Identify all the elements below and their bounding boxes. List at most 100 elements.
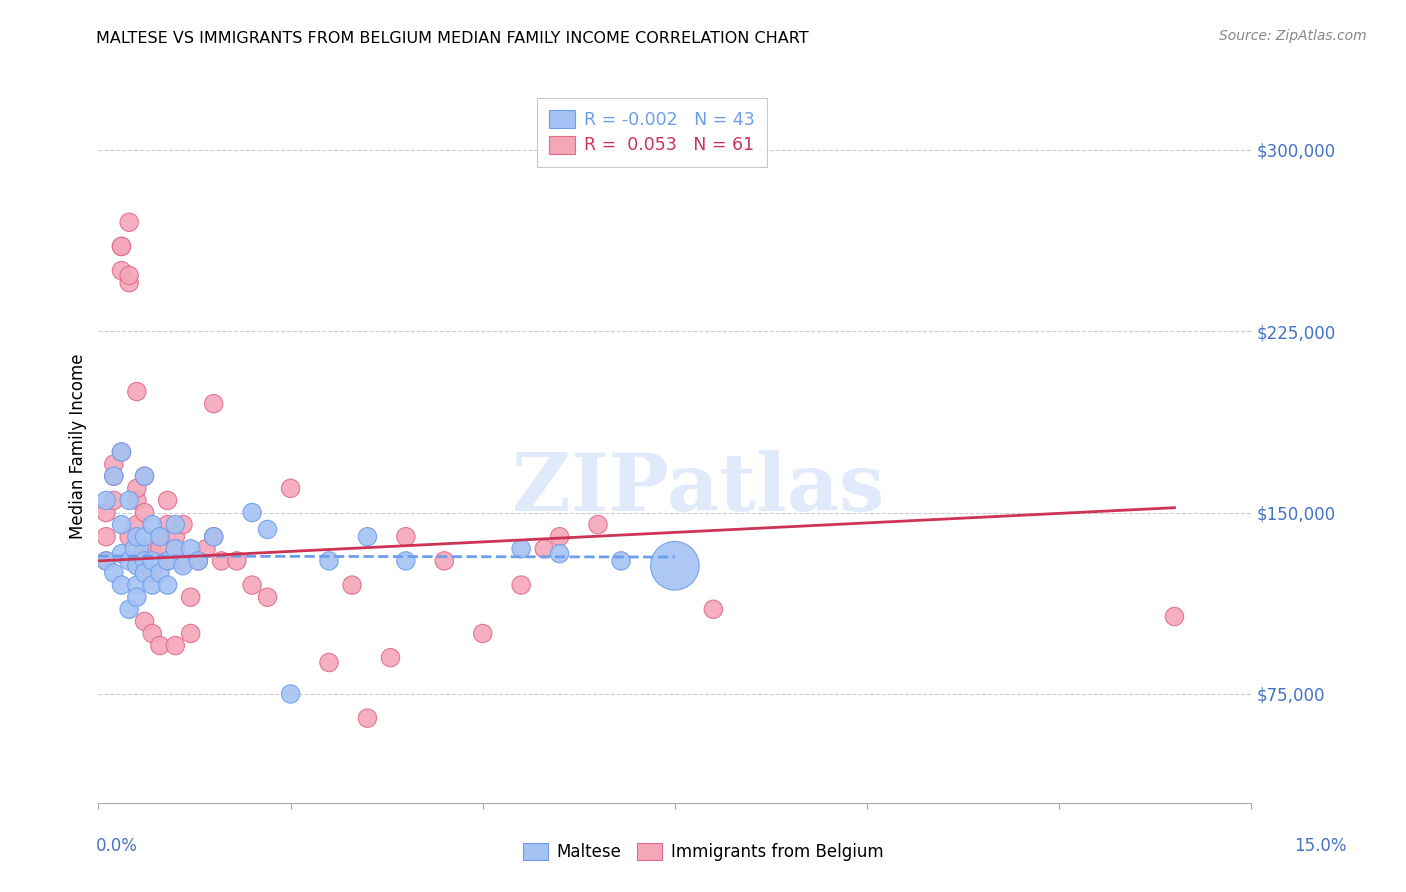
- Point: [125, 493, 148, 508]
- Point: [395, 530, 418, 544]
- Point: [141, 541, 163, 556]
- Point: [156, 493, 179, 508]
- Text: Source: ZipAtlas.com: Source: ZipAtlas.com: [1219, 29, 1367, 43]
- Point: [125, 530, 148, 544]
- Point: [172, 558, 194, 573]
- Point: [110, 445, 132, 459]
- Point: [141, 626, 163, 640]
- Point: [125, 384, 148, 399]
- Point: [125, 517, 148, 532]
- Point: [240, 506, 263, 520]
- Point: [110, 578, 132, 592]
- Point: [156, 517, 179, 532]
- Point: [240, 578, 263, 592]
- Point: [103, 469, 125, 483]
- Point: [356, 711, 378, 725]
- Point: [149, 530, 172, 544]
- Point: [134, 469, 156, 483]
- Point: [118, 554, 141, 568]
- Point: [94, 554, 117, 568]
- Point: [165, 517, 187, 532]
- Point: [134, 506, 156, 520]
- Point: [202, 530, 225, 544]
- Point: [202, 530, 225, 544]
- Point: [180, 590, 202, 604]
- Text: 0.0%: 0.0%: [96, 837, 138, 855]
- Point: [134, 566, 156, 580]
- Point: [110, 517, 132, 532]
- Point: [118, 602, 141, 616]
- Text: MALTESE VS IMMIGRANTS FROM BELGIUM MEDIAN FAMILY INCOME CORRELATION CHART: MALTESE VS IMMIGRANTS FROM BELGIUM MEDIA…: [96, 31, 808, 46]
- Point: [110, 445, 132, 459]
- Legend: R = -0.002   N = 43, R =  0.053   N = 61: R = -0.002 N = 43, R = 0.053 N = 61: [537, 98, 766, 167]
- Point: [125, 578, 148, 592]
- Point: [202, 397, 225, 411]
- Point: [110, 547, 132, 561]
- Point: [149, 639, 172, 653]
- Point: [141, 517, 163, 532]
- Point: [118, 215, 141, 229]
- Point: [103, 469, 125, 483]
- Point: [110, 239, 132, 253]
- Point: [165, 639, 187, 653]
- Point: [103, 493, 125, 508]
- Point: [94, 530, 117, 544]
- Point: [533, 541, 555, 556]
- Legend: Maltese, Immigrants from Belgium: Maltese, Immigrants from Belgium: [516, 836, 890, 868]
- Point: [256, 590, 278, 604]
- Point: [195, 541, 218, 556]
- Point: [118, 493, 141, 508]
- Point: [118, 268, 141, 283]
- Text: 15.0%: 15.0%: [1295, 837, 1347, 855]
- Point: [610, 554, 633, 568]
- Point: [180, 541, 202, 556]
- Point: [1163, 609, 1185, 624]
- Point: [125, 554, 148, 568]
- Point: [172, 517, 194, 532]
- Point: [395, 554, 418, 568]
- Point: [510, 541, 533, 556]
- Point: [172, 554, 194, 568]
- Point: [134, 615, 156, 629]
- Point: [103, 457, 125, 471]
- Point: [156, 554, 179, 568]
- Point: [165, 541, 187, 556]
- Point: [125, 558, 148, 573]
- Point: [187, 554, 209, 568]
- Point: [165, 530, 187, 544]
- Point: [156, 554, 179, 568]
- Point: [280, 687, 302, 701]
- Point: [548, 547, 571, 561]
- Point: [141, 554, 163, 568]
- Point: [165, 541, 187, 556]
- Point: [510, 578, 533, 592]
- Point: [280, 481, 302, 495]
- Point: [134, 469, 156, 483]
- Point: [702, 602, 724, 616]
- Point: [664, 558, 686, 573]
- Point: [586, 517, 609, 532]
- Point: [180, 626, 202, 640]
- Point: [125, 481, 148, 495]
- Point: [149, 541, 172, 556]
- Point: [141, 578, 163, 592]
- Point: [149, 566, 172, 580]
- Point: [256, 523, 278, 537]
- Point: [134, 554, 156, 568]
- Point: [141, 566, 163, 580]
- Text: ZIPatlas: ZIPatlas: [512, 450, 884, 528]
- Point: [433, 554, 456, 568]
- Point: [471, 626, 494, 640]
- Point: [103, 566, 125, 580]
- Y-axis label: Median Family Income: Median Family Income: [69, 353, 87, 539]
- Point: [318, 554, 340, 568]
- Point: [225, 554, 247, 568]
- Point: [356, 530, 378, 544]
- Point: [110, 239, 132, 253]
- Point: [149, 530, 172, 544]
- Point: [380, 650, 402, 665]
- Point: [94, 493, 117, 508]
- Point: [340, 578, 363, 592]
- Point: [94, 554, 117, 568]
- Point: [156, 578, 179, 592]
